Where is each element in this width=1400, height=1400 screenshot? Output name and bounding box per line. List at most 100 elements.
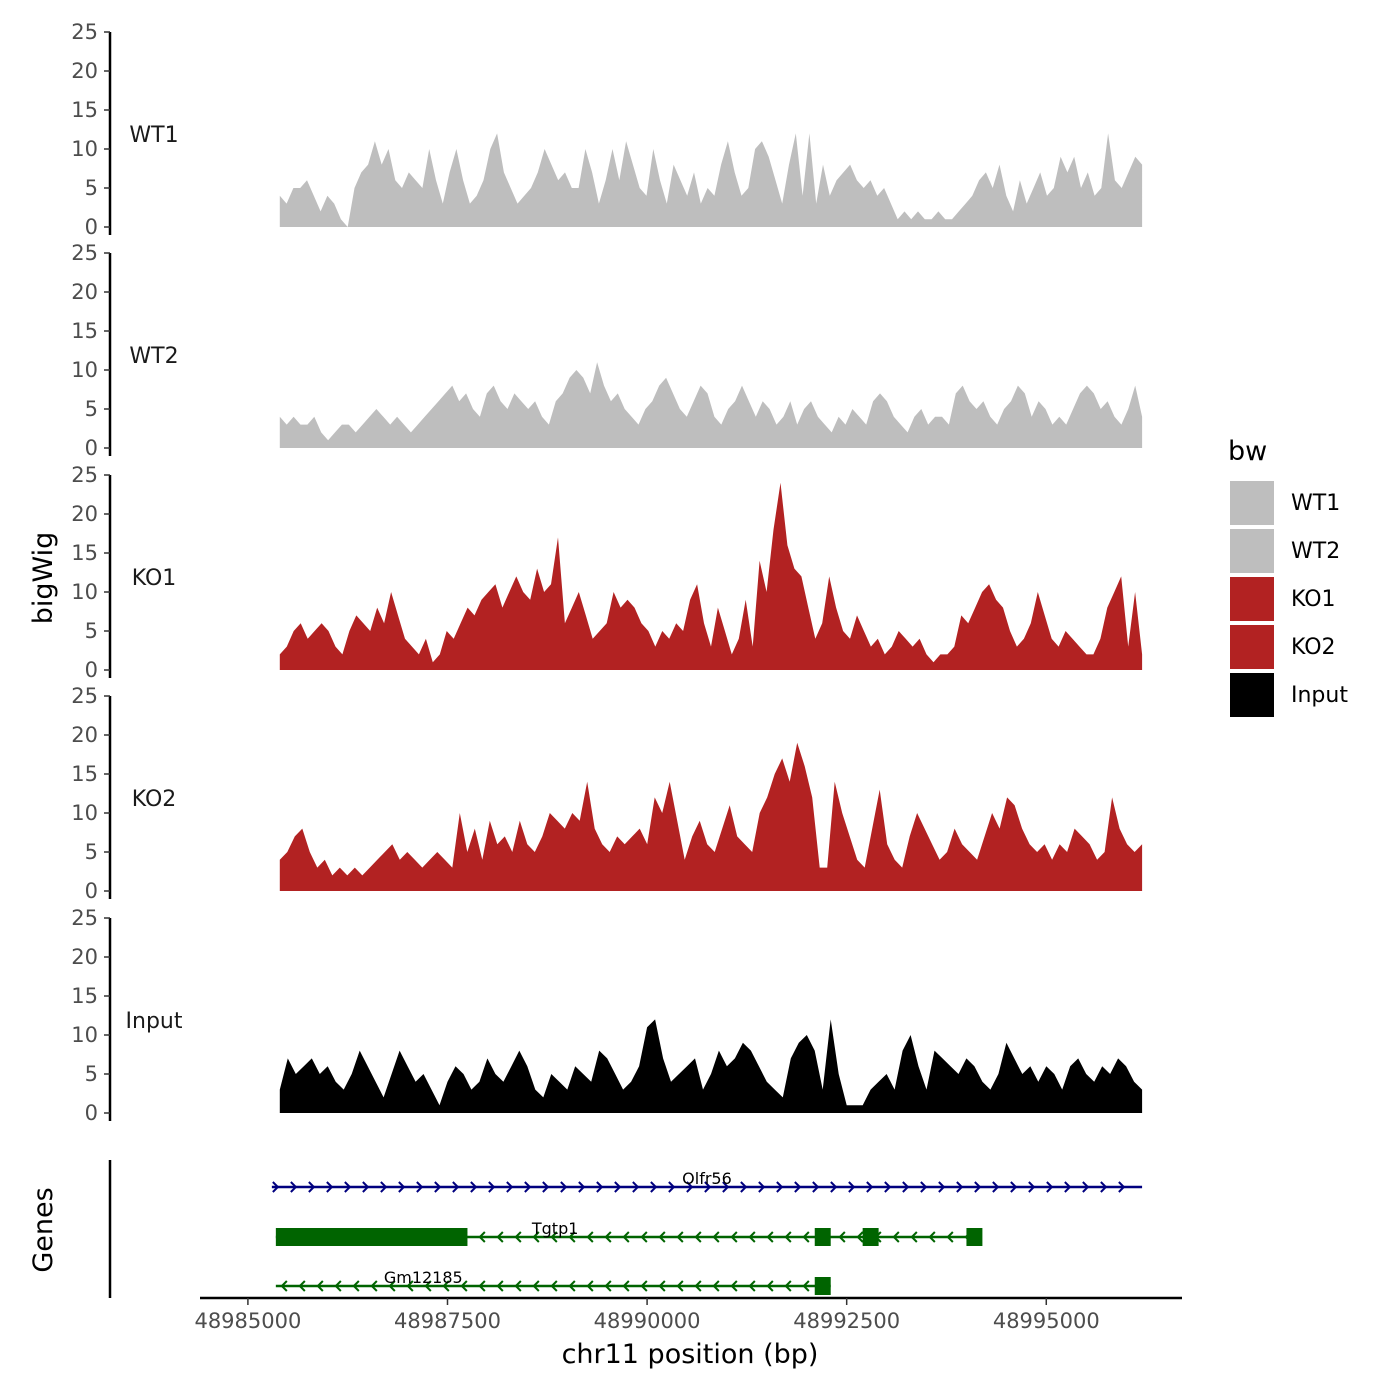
y-tick-label: 5 bbox=[85, 397, 98, 421]
gene-label: Olfr56 bbox=[682, 1169, 732, 1188]
exon-block bbox=[862, 1228, 879, 1246]
strand-arrow bbox=[856, 1231, 864, 1243]
strand-arrow bbox=[478, 1231, 486, 1243]
exon-block bbox=[814, 1228, 831, 1246]
strand-arrow bbox=[686, 1181, 694, 1193]
legend-label: KO2 bbox=[1291, 635, 1336, 660]
strand-arrow bbox=[704, 1181, 712, 1193]
y-tick-label: 25 bbox=[71, 463, 98, 487]
strand-arrow bbox=[712, 1280, 720, 1292]
strand-arrow bbox=[640, 1231, 648, 1243]
exon-block bbox=[966, 1228, 983, 1246]
strand-arrow bbox=[416, 1181, 424, 1193]
strand-arrow bbox=[784, 1231, 792, 1243]
strand-arrow bbox=[550, 1231, 558, 1243]
strand-arrow bbox=[784, 1280, 792, 1292]
strand-arrow bbox=[434, 1181, 442, 1193]
strand-arrow bbox=[334, 1280, 342, 1292]
strand-arrow bbox=[632, 1181, 640, 1193]
legend-entry-wt2: WT2 bbox=[1228, 527, 1340, 575]
y-tick-label: 5 bbox=[85, 840, 98, 864]
strand-arrow bbox=[650, 1181, 658, 1193]
track-label: KO1 bbox=[132, 566, 177, 591]
strand-arrow bbox=[712, 1231, 720, 1243]
strand-arrow bbox=[730, 1280, 738, 1292]
y-tick-label: 15 bbox=[71, 98, 98, 122]
strand-arrow bbox=[640, 1280, 648, 1292]
legend-label: Input bbox=[1291, 683, 1348, 708]
strand-arrow bbox=[344, 1181, 352, 1193]
strand-arrow bbox=[974, 1181, 982, 1193]
strand-arrow bbox=[748, 1231, 756, 1243]
exon-block bbox=[275, 1228, 468, 1246]
y-tick-label: 10 bbox=[71, 137, 98, 161]
legend-swatch bbox=[1228, 527, 1276, 575]
y-tick-label: 15 bbox=[71, 984, 98, 1008]
strand-arrow bbox=[758, 1181, 766, 1193]
strand-arrow bbox=[658, 1231, 666, 1243]
y-tick-label: 20 bbox=[71, 280, 98, 304]
strand-arrow bbox=[830, 1181, 838, 1193]
legend: bw WT1 WT2 KO1 KO2 Input bbox=[1228, 436, 1348, 719]
y-tick-label: 15 bbox=[71, 762, 98, 786]
strand-arrow bbox=[532, 1280, 540, 1292]
strand-arrow bbox=[992, 1181, 1000, 1193]
y-tick-label: 20 bbox=[71, 502, 98, 526]
signal-area bbox=[279, 742, 1143, 891]
strand-arrow bbox=[316, 1280, 324, 1292]
y-tick-label: 10 bbox=[71, 801, 98, 825]
strand-arrow bbox=[892, 1231, 900, 1243]
strand-arrow bbox=[398, 1181, 406, 1193]
gene-track: 48985000 48987500 48990000 48992500 48995000… bbox=[108, 1160, 1182, 1333]
strand-arrow bbox=[308, 1181, 316, 1193]
strand-arrow bbox=[1100, 1181, 1108, 1193]
track-wt1: 0 5 10 15 20 25 WT1 bbox=[71, 20, 1143, 239]
strand-arrow bbox=[514, 1231, 522, 1243]
y-tick-label: 25 bbox=[71, 684, 98, 708]
strand-arrow bbox=[884, 1181, 892, 1193]
strand-arrow bbox=[470, 1181, 478, 1193]
strand-arrow bbox=[622, 1280, 630, 1292]
track-label: Input bbox=[126, 1009, 183, 1034]
strand-arrow bbox=[560, 1181, 568, 1193]
legend-swatch bbox=[1228, 671, 1276, 719]
legend-label: WT2 bbox=[1291, 539, 1340, 564]
strand-arrow bbox=[298, 1280, 306, 1292]
y-tick-label: 0 bbox=[85, 1101, 98, 1125]
track-label: WT2 bbox=[129, 344, 178, 369]
strand-arrow bbox=[812, 1181, 820, 1193]
strand-arrow bbox=[460, 1280, 468, 1292]
legend-swatch bbox=[1228, 623, 1276, 671]
gene-label: Tgtp1 bbox=[531, 1219, 579, 1238]
y-tick-label: 10 bbox=[71, 1023, 98, 1047]
strand-arrow bbox=[920, 1181, 928, 1193]
strand-arrow bbox=[802, 1280, 810, 1292]
strand-arrow bbox=[838, 1231, 846, 1243]
legend-label: WT1 bbox=[1291, 491, 1340, 516]
strand-arrow bbox=[452, 1181, 460, 1193]
strand-arrow bbox=[280, 1280, 288, 1292]
y-tick-label: 20 bbox=[71, 59, 98, 83]
track-input: 0 5 10 15 20 25 Input bbox=[71, 906, 1143, 1125]
legend-entry-wt1: WT1 bbox=[1228, 479, 1340, 527]
y-tick-label: 15 bbox=[71, 319, 98, 343]
y-axis-title: bigWig bbox=[28, 532, 59, 625]
y-tick-label: 10 bbox=[71, 358, 98, 382]
gene-olfr56: Olfr56 bbox=[271, 1169, 1143, 1193]
legend-label: KO1 bbox=[1291, 587, 1336, 612]
strand-arrow bbox=[1046, 1181, 1054, 1193]
y-tick-label: 25 bbox=[71, 20, 98, 44]
x-tick-label: 48985000 bbox=[194, 1309, 301, 1333]
strand-arrow bbox=[928, 1231, 936, 1243]
strand-arrow bbox=[1010, 1181, 1018, 1193]
strand-arrow bbox=[676, 1231, 684, 1243]
strand-arrow bbox=[496, 1231, 504, 1243]
strand-arrow bbox=[658, 1280, 666, 1292]
signal-area bbox=[279, 362, 1143, 448]
strand-arrow bbox=[902, 1181, 910, 1193]
strand-arrow bbox=[586, 1231, 594, 1243]
signal-area bbox=[279, 482, 1143, 670]
strand-arrow bbox=[848, 1181, 856, 1193]
y-tick-label: 0 bbox=[85, 658, 98, 682]
